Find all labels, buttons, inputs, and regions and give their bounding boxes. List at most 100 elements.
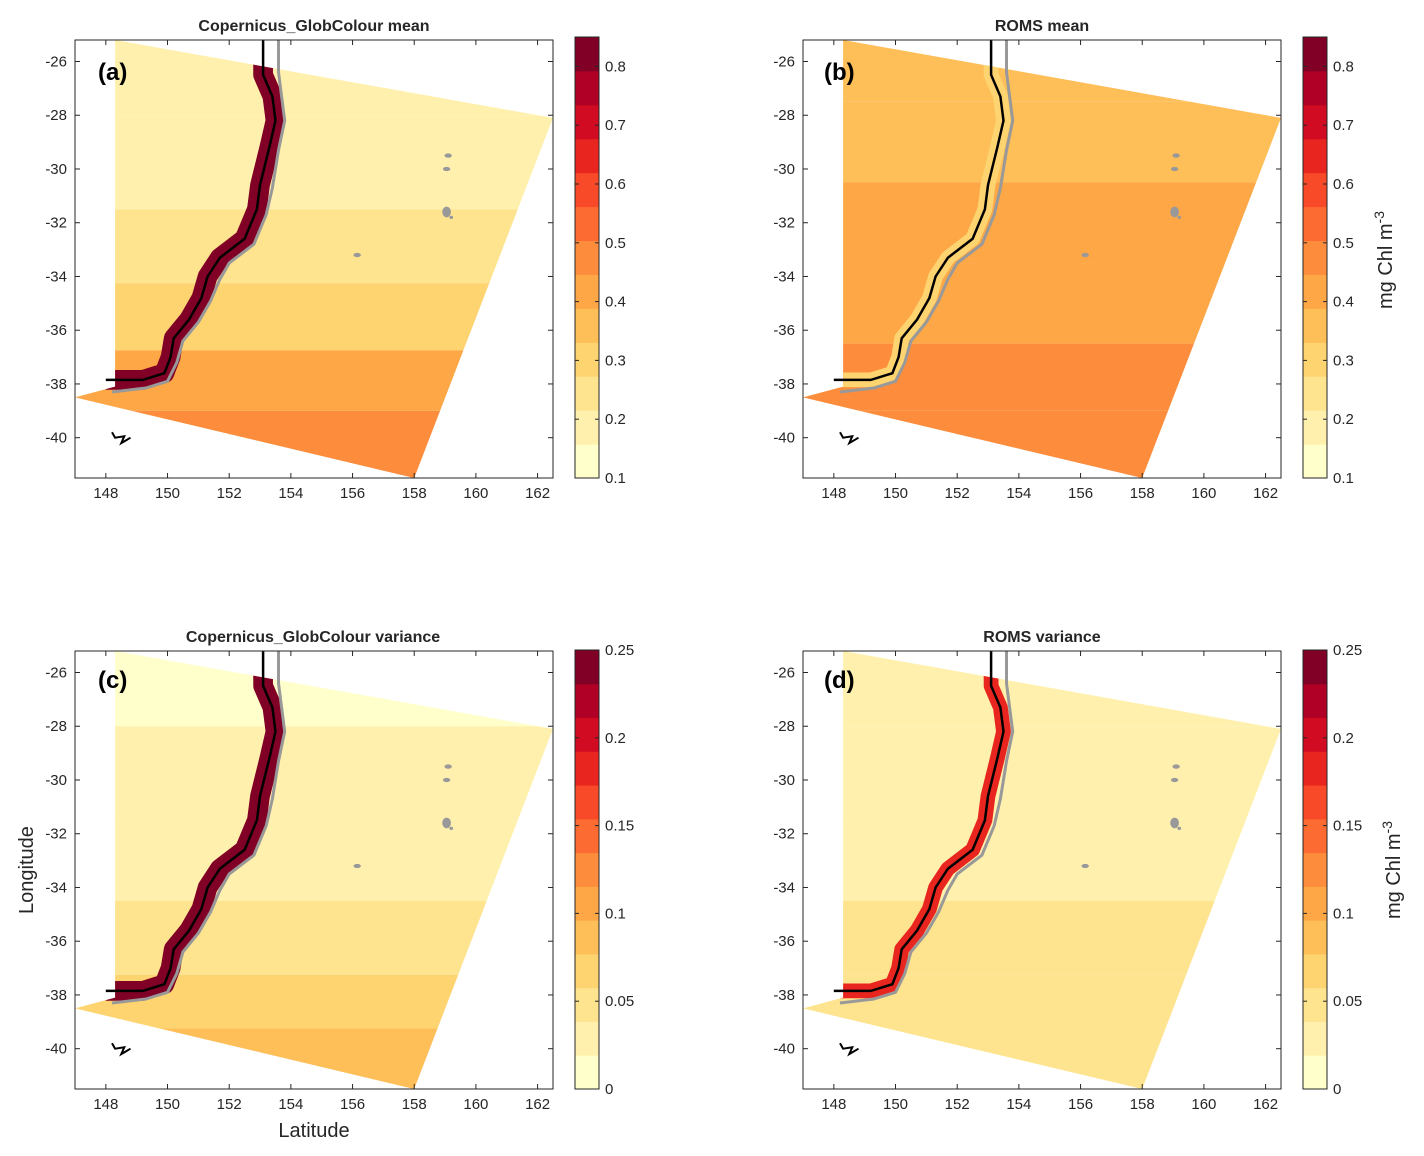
- island-coastline: [839, 1042, 860, 1057]
- colorbar-swatch: [1303, 987, 1327, 1022]
- y-tick-label: -40: [45, 1041, 67, 1058]
- colorbar-tick-label: 0.25: [1333, 642, 1362, 659]
- colorbar-swatch: [1303, 683, 1327, 719]
- x-tick-label: 150: [155, 1096, 180, 1113]
- field-zone: [75, 900, 553, 975]
- colorbar-swatch: [1303, 717, 1327, 752]
- colorbar-swatch: [1303, 818, 1327, 854]
- y-tick-label: -34: [45, 268, 67, 285]
- axes-frame-c: [74, 650, 554, 1090]
- colorbar-swatch: [575, 172, 599, 208]
- colorbar-d: 0 0.05 0.1 0.15 0.2 0.25: [1302, 642, 1362, 1098]
- colorbar-swatch: [1303, 1021, 1327, 1056]
- colorbar-swatch: [575, 1055, 599, 1090]
- colorbar-swatch: [1303, 70, 1327, 106]
- colorbar-frame: [574, 649, 600, 1090]
- colorbar-tick-label: 0.1: [605, 905, 626, 922]
- field-zone: [803, 900, 1281, 975]
- colorbar-swatch: [575, 308, 599, 343]
- island-marker: [1081, 252, 1089, 258]
- colorbar-tick-label: 0.1: [1333, 470, 1354, 487]
- y-tick-label: -38: [773, 987, 795, 1004]
- colorbar-tick-label: 0.05: [1333, 993, 1362, 1010]
- x-tick-label: 156: [340, 1096, 365, 1113]
- colorbar-tick-label: 0.15: [1333, 818, 1362, 835]
- colorbar-swatch: [575, 717, 599, 752]
- map-area-a: [75, 40, 553, 478]
- y-tick-label: -34: [773, 879, 795, 896]
- panel-title-d: ROMS variance: [983, 629, 1100, 646]
- x-tick-label: 156: [340, 485, 365, 502]
- colorbar-swatch: [1303, 920, 1327, 955]
- y-tick-label: -36: [45, 933, 67, 950]
- y-tick-label: -38: [773, 376, 795, 393]
- y-tick-label: -26: [45, 664, 67, 681]
- x-tick-label: 158: [1130, 1096, 1155, 1113]
- field-zone: [803, 651, 1281, 727]
- coastline: [833, 40, 1005, 382]
- colorbar-a: 0.1 0.2 0.3 0.4 0.5 0.6 0.7 0.8: [574, 36, 626, 487]
- island-marker: [353, 252, 361, 258]
- x-tick-label: 154: [278, 1096, 303, 1113]
- y-tick-label: -38: [45, 987, 67, 1004]
- shelf-contour: [839, 40, 1015, 394]
- island-marker: [353, 863, 361, 869]
- colorbar-swatch: [575, 953, 599, 989]
- y-tick-label: -28: [773, 718, 795, 735]
- island-marker: [1177, 826, 1182, 830]
- y-tick-label: -40: [773, 430, 795, 447]
- axes-frame-b: [802, 39, 1282, 479]
- colorbar-tick-label: 0.3: [1333, 352, 1354, 369]
- y-tick-label: -26: [773, 53, 795, 70]
- panel-letter-a: (a): [98, 59, 127, 86]
- island-marker: [1170, 206, 1179, 218]
- colorbar-tick-label: 0.2: [1333, 411, 1354, 428]
- colorbar-swatch: [1303, 342, 1327, 377]
- x-tick-label: 156: [1068, 485, 1093, 502]
- colorbar-swatch: [575, 852, 599, 887]
- colorbar-tick-label: 0.7: [605, 117, 626, 134]
- x-tick-label: 154: [1006, 485, 1031, 502]
- colorbar-tick-label: 0: [1333, 1081, 1341, 1098]
- x-tick-label: 150: [883, 485, 908, 502]
- field-zone: [75, 209, 553, 284]
- panel-letter-c: (c): [98, 667, 127, 694]
- colorbar-swatch: [575, 920, 599, 955]
- colorbar-swatch: [575, 240, 599, 275]
- colorbar-swatch: [1303, 172, 1327, 208]
- field-zone: [75, 410, 553, 478]
- x-axis-title-c: Latitude: [278, 1120, 349, 1142]
- island-marker: [1170, 817, 1179, 829]
- field-zone: [803, 410, 1281, 478]
- x-tick-label: 152: [217, 1096, 242, 1113]
- y-tick-label: -34: [45, 879, 67, 896]
- field-zones: [803, 40, 1281, 478]
- colorbar-tick-label: 0.4: [1333, 294, 1354, 311]
- y-tick-label: -32: [45, 826, 67, 843]
- colorbar-swatch: [1303, 308, 1327, 343]
- x-tick-label: 158: [1130, 485, 1155, 502]
- colorbar-tick-label: 0.1: [605, 470, 626, 487]
- island-marker: [1172, 153, 1180, 158]
- field-zone: [803, 820, 1281, 901]
- map-area-b: [803, 40, 1281, 478]
- colorbar-tick-label: 0.8: [605, 58, 626, 75]
- x-tick-label: 158: [402, 1096, 427, 1113]
- ticks-a: 148 150 152 154 156 158 160 162 -26 -28 -30 -32 -34 -…: [45, 40, 553, 502]
- colorbar-swatch: [575, 444, 599, 479]
- colorbar-swatch: [1303, 953, 1327, 989]
- y-tick-label: -36: [773, 933, 795, 950]
- colorbar-tick-label: 0.7: [1333, 117, 1354, 134]
- x-tick-label: 148: [93, 485, 118, 502]
- colorbar-swatch: [1303, 37, 1327, 72]
- y-tick-label: -34: [773, 268, 795, 285]
- colorbar-swatch: [1303, 444, 1327, 479]
- y-tick-label: -26: [773, 664, 795, 681]
- colorbar-swatch: [575, 886, 599, 921]
- colorbar-swatch: [1303, 206, 1327, 242]
- colorbar-tick-label: 0.4: [605, 294, 626, 311]
- y-tick-label: -36: [773, 322, 795, 339]
- panel-b: 148 150 152 154 156 158 160 162 -26 -28 -30 -32 -34 -…: [773, 18, 1397, 502]
- field-zone: [803, 726, 1281, 821]
- x-tick-label: 160: [1191, 1096, 1216, 1113]
